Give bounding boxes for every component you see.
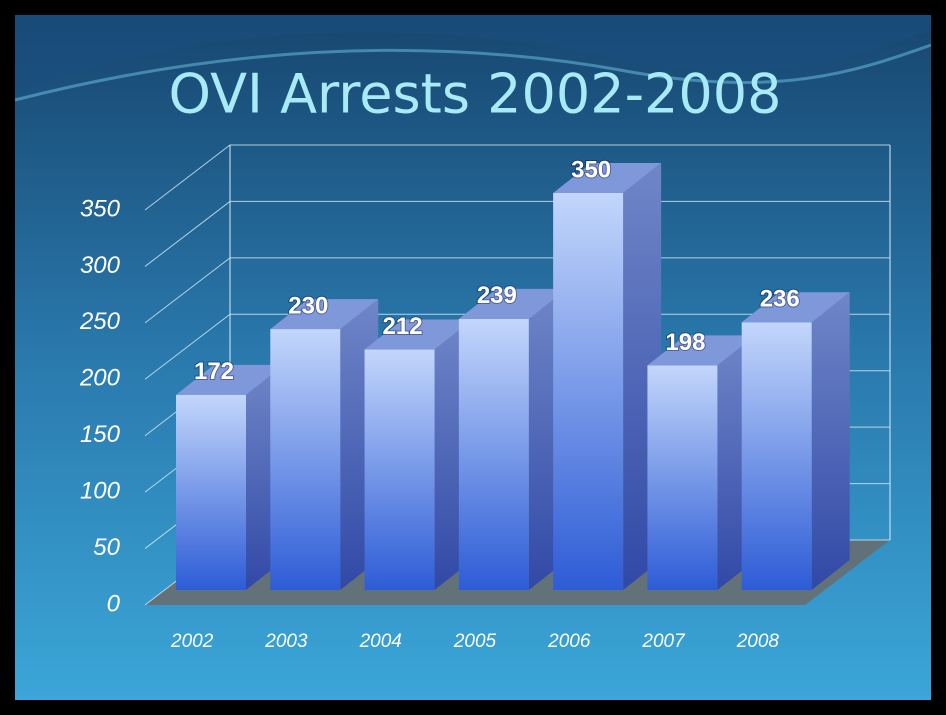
plot: 0 50 100 150 200 250 300 350 2002 172 2003 230 2004 2…: [79, 144, 891, 652]
value-label: 198: [665, 329, 705, 356]
y-tick-label: 50: [93, 534, 120, 561]
bar: [741, 322, 812, 590]
bar-top: [364, 319, 473, 350]
x-tick-label: 2008: [736, 631, 780, 652]
x-tick-label: 2005: [453, 631, 497, 652]
value-label: 239: [477, 282, 517, 309]
bar-top: [553, 163, 662, 193]
x-tick-label: 2003: [264, 631, 308, 652]
wave-line: [14, 43, 932, 102]
bar-top: [458, 288, 567, 319]
wave: [15, 15, 931, 95]
bar: [176, 394, 246, 590]
value-label: 172: [194, 358, 234, 385]
x-tick-label: 2004: [359, 631, 402, 652]
bar: [270, 329, 341, 590]
value-label: 236: [760, 286, 800, 313]
y-tick-label: 350: [80, 195, 121, 222]
y-tick-label: 100: [80, 477, 121, 504]
y-tick-label: 0: [107, 590, 121, 617]
bar-top: [270, 299, 379, 330]
bar: [553, 193, 624, 590]
y-tick-label: 150: [80, 421, 121, 448]
x-tick-label: 2006: [547, 631, 591, 652]
bar-top: [176, 364, 284, 395]
value-label: 212: [383, 313, 423, 340]
bar-top: [647, 335, 756, 366]
bar: [364, 349, 435, 590]
y-tick-label: 200: [79, 365, 121, 392]
bar-side: [811, 292, 850, 590]
bar-top: [741, 292, 850, 323]
bar: [647, 365, 718, 590]
chart-title: OVI Arrests 2002-2008: [169, 63, 782, 126]
value-label: 230: [288, 292, 328, 319]
x-tick-label: 2002: [170, 631, 214, 652]
value-label: 350: [571, 156, 611, 183]
y-tick-label: 300: [80, 252, 121, 279]
y-tick-label: 250: [79, 308, 121, 335]
x-tick-label: 2007: [641, 631, 686, 652]
bar: [458, 318, 529, 590]
